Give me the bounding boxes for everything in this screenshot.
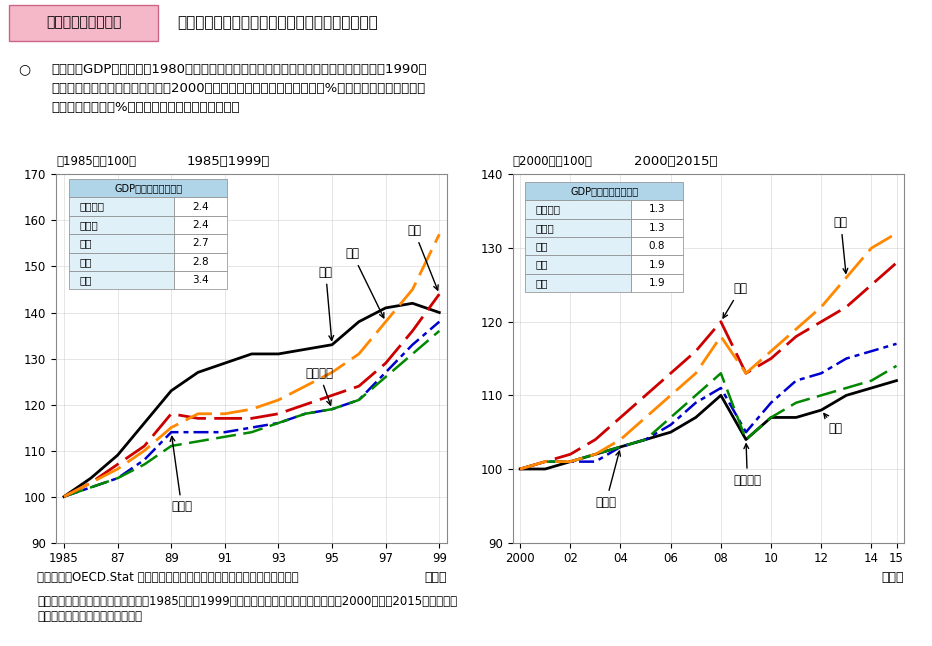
Text: ドイツ: ドイツ: [596, 451, 621, 509]
FancyBboxPatch shape: [525, 182, 683, 200]
FancyBboxPatch shape: [69, 216, 174, 234]
Text: 1.9: 1.9: [649, 278, 665, 288]
Text: フランス: フランス: [733, 444, 761, 486]
FancyBboxPatch shape: [69, 253, 174, 271]
Text: 第２－（１）－１図: 第２－（１）－１図: [47, 16, 121, 30]
FancyBboxPatch shape: [525, 200, 631, 218]
Text: （1985年＝100）: （1985年＝100）: [56, 155, 136, 168]
Text: 2.8: 2.8: [192, 257, 209, 267]
Text: 日本: 日本: [319, 266, 334, 340]
Text: 英国: 英国: [80, 257, 92, 267]
Text: 2.4: 2.4: [192, 202, 209, 212]
Text: GDP成長率（平均値）: GDP成長率（平均値）: [114, 183, 183, 193]
Text: 日本: 日本: [824, 413, 843, 435]
Text: 2000～2015年: 2000～2015年: [634, 155, 718, 168]
FancyBboxPatch shape: [69, 179, 227, 198]
Text: フランス: フランス: [80, 202, 104, 212]
FancyBboxPatch shape: [525, 218, 631, 237]
FancyBboxPatch shape: [525, 255, 631, 274]
Text: 1.3: 1.3: [649, 223, 665, 233]
FancyBboxPatch shape: [174, 234, 227, 253]
Text: 米国: 米国: [834, 216, 848, 273]
Text: 日本: 日本: [536, 241, 548, 251]
Text: 米国: 米国: [536, 278, 548, 288]
Text: 米国: 米国: [80, 275, 92, 286]
Text: 日本: 日本: [80, 238, 92, 249]
Text: ドイツ: ドイツ: [171, 437, 192, 514]
Text: GDP成長率（平均値）: GDP成長率（平均値）: [570, 186, 638, 196]
Text: （注）　左図の成長率については、1985年から1999年まで、右図の成長率については、2000年から2015年までの毎
　　　年ごとの増加率の平均値。: （注） 左図の成長率については、1985年から1999年まで、右図の成長率につい…: [37, 595, 458, 623]
Text: 英国: 英国: [723, 282, 747, 318]
Text: 英国: 英国: [407, 224, 438, 290]
FancyBboxPatch shape: [631, 237, 683, 255]
FancyBboxPatch shape: [525, 237, 631, 255]
Text: 3.4: 3.4: [192, 275, 209, 286]
Text: 1.3: 1.3: [649, 204, 665, 214]
FancyBboxPatch shape: [631, 255, 683, 274]
Text: フランス: フランス: [536, 204, 561, 214]
Text: 英国: 英国: [536, 260, 548, 269]
FancyBboxPatch shape: [174, 271, 227, 289]
FancyBboxPatch shape: [69, 271, 174, 289]
Text: 成長会計の側面からみた我が国の経済成長の状況: 成長会計の側面からみた我が国の経済成長の状況: [177, 15, 377, 30]
Text: （2000年＝100）: （2000年＝100）: [513, 155, 593, 168]
Text: 0.8: 0.8: [649, 241, 665, 251]
FancyBboxPatch shape: [631, 218, 683, 237]
Text: ドイツ: ドイツ: [80, 220, 99, 230]
FancyBboxPatch shape: [631, 200, 683, 218]
X-axis label: （年）: （年）: [882, 571, 904, 584]
FancyBboxPatch shape: [174, 216, 227, 234]
Text: GDP成長率（平均値）: GDP成長率（平均値）: [86, 183, 158, 193]
X-axis label: （年）: （年）: [425, 571, 447, 584]
Text: フランス: フランス: [306, 367, 334, 405]
FancyBboxPatch shape: [69, 234, 174, 253]
Text: ○: ○: [19, 63, 31, 77]
FancyBboxPatch shape: [69, 198, 174, 216]
Text: 1.9: 1.9: [649, 260, 665, 269]
Text: GDP成長率（平均値）: GDP成長率（平均値）: [541, 186, 614, 196]
Text: 1985～1999年: 1985～1999年: [186, 155, 269, 168]
FancyBboxPatch shape: [631, 274, 683, 292]
FancyBboxPatch shape: [9, 5, 158, 41]
FancyBboxPatch shape: [174, 253, 227, 271]
Text: 資料出所　OECD.Stat をもとに厚生労働省労働政策担当参事官室にて作成: 資料出所 OECD.Stat をもとに厚生労働省労働政策担当参事官室にて作成: [37, 572, 299, 585]
Text: 2.7: 2.7: [192, 238, 209, 249]
Text: ドイツ: ドイツ: [536, 223, 555, 233]
Text: 米国: 米国: [346, 247, 384, 318]
Text: 2.4: 2.4: [192, 220, 209, 230]
FancyBboxPatch shape: [525, 274, 631, 292]
Text: 我が国のGDP成長率は、1980年代までは主要国の中では最も高い成長率であったが、1990年
代後半以降主要国の中でも低く、2000年代は、主要国が概ね年平均で: 我が国のGDP成長率は、1980年代までは主要国の中では最も高い成長率であったが…: [51, 63, 427, 114]
FancyBboxPatch shape: [174, 198, 227, 216]
